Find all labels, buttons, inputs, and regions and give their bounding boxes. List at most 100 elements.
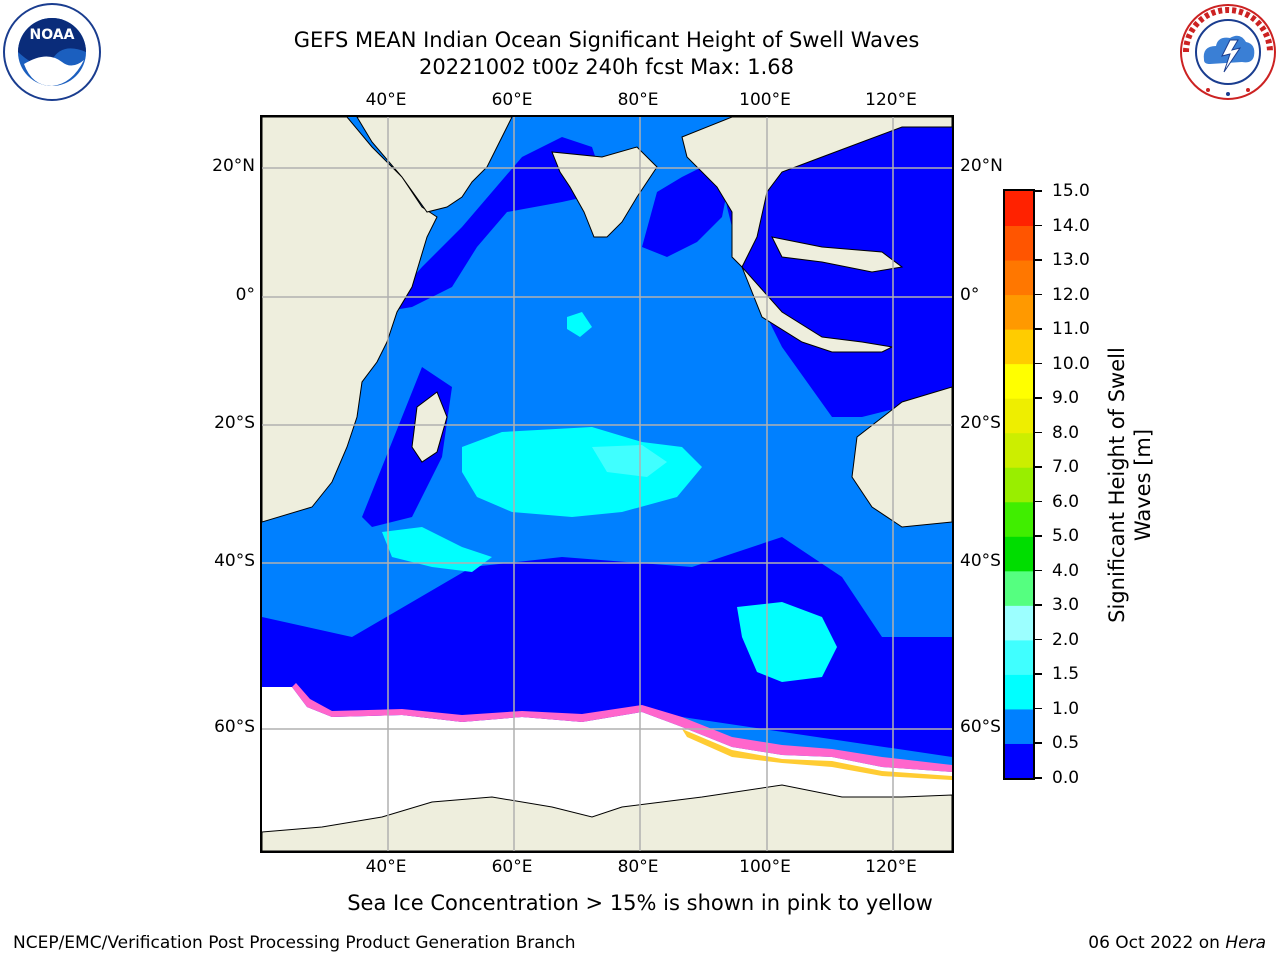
land-antarctica (262, 784, 952, 851)
lat-label-left: 20°N (212, 156, 255, 176)
colorbar-tick-mark (1035, 569, 1042, 572)
colorbar-tick-label: 1.0 (1052, 698, 1080, 719)
colorbar-tick-label: 1.5 (1052, 664, 1080, 685)
lon-label-top: 60°E (491, 90, 533, 110)
land-madagascar (411, 391, 448, 463)
lon-label-bottom: 40°E (365, 857, 407, 877)
colorbar-segment (1005, 743, 1033, 778)
colorbar-segment (1005, 191, 1033, 227)
colorbar-segment (1005, 294, 1033, 330)
lon-label-top: 100°E (739, 90, 791, 110)
colorbar-segment (1005, 467, 1033, 503)
noaa-logo-text: NOAA (30, 27, 75, 43)
lat-label-right: 60°S (960, 717, 1001, 737)
colorbar-tick-mark (1035, 362, 1042, 365)
land-australia (851, 386, 952, 528)
sea-ice-edge-yellow (682, 729, 952, 780)
colorbar-segment (1005, 432, 1033, 468)
colorbar-segment (1005, 260, 1033, 296)
colorbar-tick-mark (1035, 293, 1042, 296)
land-arabia (356, 117, 513, 213)
colorbar-tick-mark (1035, 500, 1042, 503)
lat-label-right: 20°S (960, 413, 1001, 433)
colorbar-tick-label: 3.0 (1052, 595, 1080, 616)
colorbar-tick-mark (1035, 431, 1042, 434)
lon-label-bottom: 120°E (865, 857, 917, 877)
swell-cyan-southwest (382, 527, 492, 572)
land-africa (262, 117, 438, 523)
colorbar-segment (1005, 225, 1033, 261)
sea-ice-note: Sea Ice Concentration > 15% is shown in … (347, 891, 933, 915)
colorbar-tick-label: 11.0 (1052, 319, 1090, 340)
footer-date: 06 Oct 2022 on (1088, 933, 1226, 953)
lon-label-top: 120°E (865, 90, 917, 110)
footer-left: NCEP/EMC/Verification Post Processing Pr… (13, 933, 576, 953)
colorbar-tick-mark (1035, 397, 1042, 399)
lat-label-right: 40°S (960, 551, 1001, 571)
colorbar-segment (1005, 708, 1033, 744)
lat-label-right: 0° (960, 285, 980, 305)
colorbar-tick-label: 8.0 (1052, 422, 1080, 443)
colorbar-segment (1005, 363, 1033, 399)
swell-cyan-southeast (737, 602, 837, 682)
colorbar-tick-mark (1035, 328, 1042, 330)
nws-logo (1178, 2, 1278, 102)
colorbar-tick-label: 14.0 (1052, 215, 1090, 236)
lat-label-left: 0° (235, 285, 255, 305)
colorbar-tick-mark (1035, 535, 1042, 537)
swell-low-southern-band (262, 537, 952, 757)
lat-label-right: 20°N (960, 156, 1003, 176)
colorbar-tick-mark (1035, 190, 1042, 192)
colorbar-segment (1005, 674, 1033, 710)
lon-label-top: 80°E (617, 90, 659, 110)
colorbar-tick-mark (1035, 777, 1042, 779)
colorbar-tick-mark (1035, 604, 1042, 606)
chart-subtitle: 20221002 t00z 240h fcst Max: 1.68 (419, 55, 794, 79)
colorbar-tick-label: 7.0 (1052, 457, 1080, 478)
colorbar-tick-label: 0.5 (1052, 733, 1080, 754)
colorbar-tick-mark (1035, 466, 1042, 468)
swell-height-map (260, 115, 954, 853)
noaa-logo: NOAA (2, 2, 102, 102)
colorbar-tick-mark (1035, 742, 1042, 744)
colorbar-tick-mark (1035, 638, 1042, 641)
colorbar-segment (1005, 570, 1033, 606)
lat-label-left: 60°S (214, 717, 255, 737)
footer-host: Hera (1225, 933, 1266, 953)
colorbar-tick-label: 10.0 (1052, 353, 1090, 374)
lon-label-bottom: 100°E (739, 857, 791, 877)
swell-low-bay-of-bengal (642, 162, 732, 257)
chart-title: GEFS MEAN Indian Ocean Significant Heigh… (293, 28, 920, 52)
colorbar-segment (1005, 501, 1033, 537)
colorbar-tick-label: 4.0 (1052, 560, 1080, 581)
colorbar-segment (1005, 329, 1033, 365)
sea-ice-edge-pink (292, 683, 952, 772)
colorbar-tick-label: 5.0 (1052, 526, 1080, 547)
colorbar-tick-label: 13.0 (1052, 250, 1090, 271)
colorbar-segment (1005, 536, 1033, 572)
colorbar-tick-label: 12.0 (1052, 284, 1090, 305)
colorbar-tick-label: 6.0 (1052, 491, 1080, 512)
land-india (551, 146, 658, 238)
colorbar-tick-mark (1035, 259, 1042, 261)
colorbar-tick-label: 9.0 (1052, 388, 1080, 409)
swell-low-maritime-asia (722, 117, 952, 417)
colorbar-title: Significant Height of Swell Waves [m] (1105, 347, 1155, 623)
colorbar-tick-label: 0.0 (1052, 768, 1080, 788)
colorbar-tick-mark (1035, 224, 1042, 227)
graticule (262, 117, 952, 851)
colorbar-segment (1005, 605, 1033, 641)
colorbar (1003, 189, 1035, 780)
colorbar-segment (1005, 398, 1033, 434)
swell-15-20-patch (592, 445, 667, 477)
swell-low-arabian-sea (382, 137, 607, 312)
colorbar-segment (1005, 639, 1033, 675)
lat-label-left: 40°S (214, 551, 255, 571)
colorbar-tick-mark (1035, 673, 1042, 675)
footer-right: 06 Oct 2022 on Hera (1088, 933, 1266, 953)
colorbar-tick-label: 2.0 (1052, 629, 1080, 650)
lon-label-bottom: 80°E (617, 857, 659, 877)
land-indonesia (741, 236, 904, 353)
lon-label-top: 40°E (365, 90, 407, 110)
lon-label-bottom: 60°E (491, 857, 533, 877)
